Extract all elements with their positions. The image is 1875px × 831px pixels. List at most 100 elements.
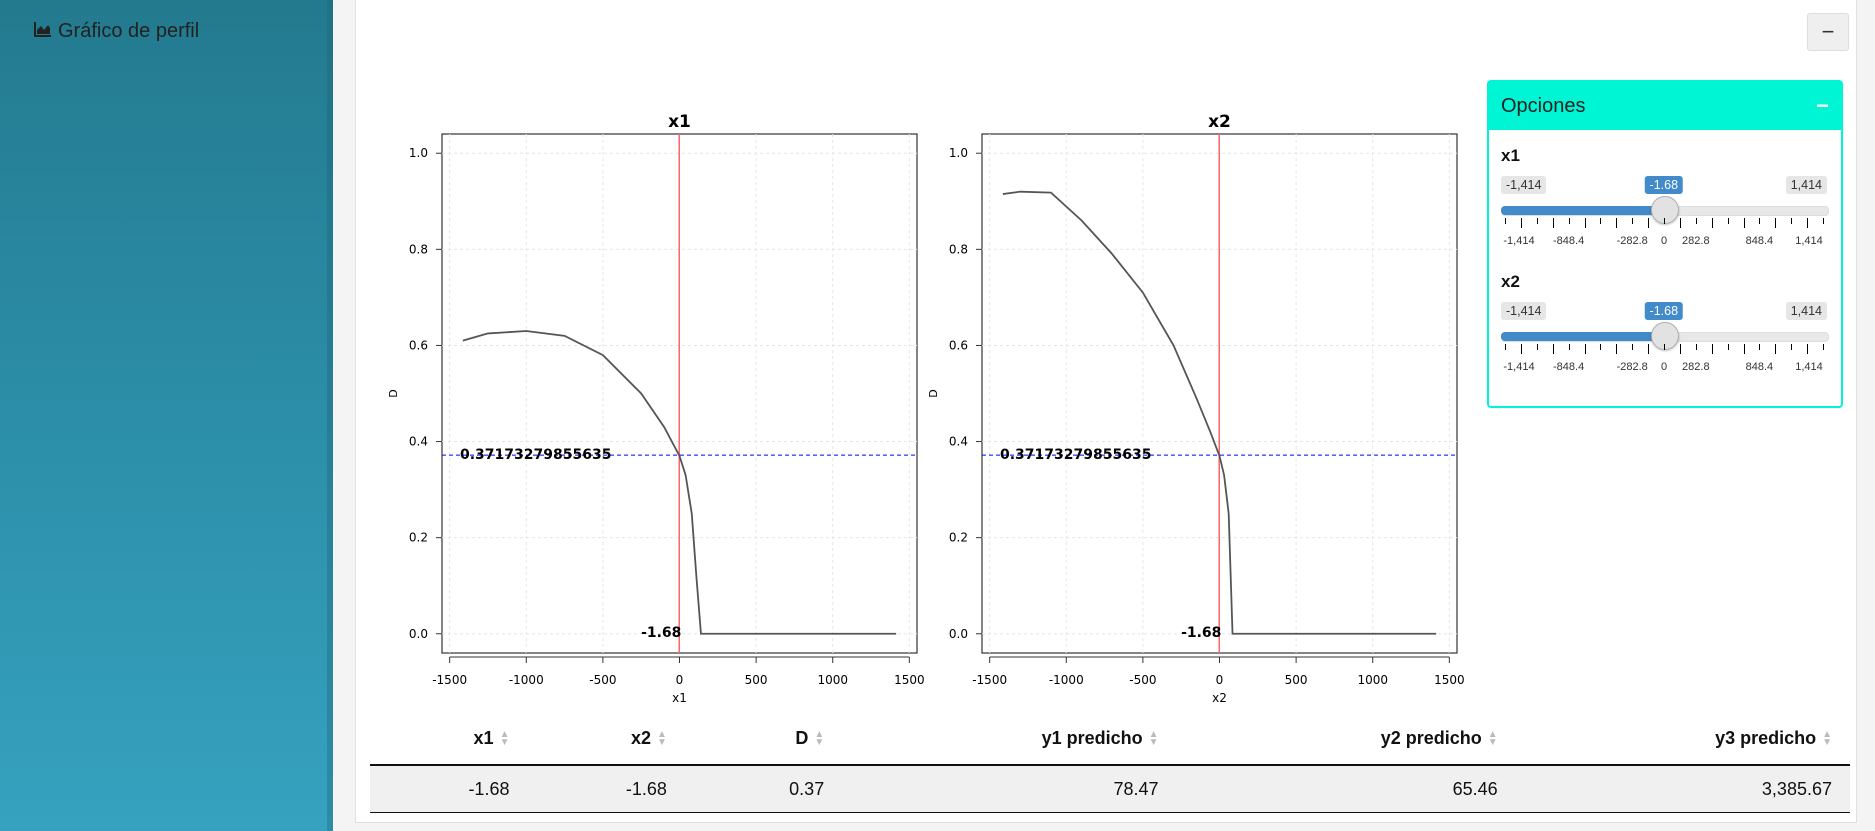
slider-minor-tick <box>1520 344 1522 354</box>
slider-current-x2: -1.68 <box>1644 302 1684 320</box>
slider-tick-label: -848.4 <box>1552 361 1585 373</box>
options-collapse-button[interactable]: − <box>1816 93 1829 118</box>
box-collapse-button[interactable]: − <box>1807 13 1849 51</box>
slider-tick-label: 1,414 <box>1795 235 1823 247</box>
slider-minor-tick <box>1616 218 1618 228</box>
y-tick-label: 0.6 <box>409 338 428 352</box>
slider-tick-label: -1,414 <box>1503 235 1535 247</box>
y-tick-label: 0.0 <box>409 627 428 641</box>
x-tick-label: -500 <box>589 673 616 687</box>
sidebar-edge <box>327 0 333 831</box>
col-header-d[interactable]: D ▲ ▼ <box>684 712 843 766</box>
sort-icon: ▲ ▼ <box>1822 728 1832 748</box>
options-title: Opciones <box>1501 94 1586 117</box>
slider-minor-tick <box>1759 218 1761 224</box>
slider-label-x1: x1 <box>1501 146 1520 165</box>
options-header: Opciones − <box>1489 82 1841 130</box>
slider-minor-tick <box>1743 344 1745 354</box>
x-tick-label: 1000 <box>1357 673 1388 687</box>
slider-minor-tick <box>1584 218 1586 228</box>
slider-ticks-x2: -1,414 -848.4 -282.8 0 282.8 848.4 1,414 <box>1501 344 1827 384</box>
cell-d: 0.37 <box>684 765 843 813</box>
slider-tick-label: 282.8 <box>1682 361 1710 373</box>
sort-icon: ▲ ▼ <box>657 728 667 748</box>
vline-label: -1.68 <box>641 625 681 641</box>
slider-minor-tick <box>1632 218 1634 224</box>
slider-tick-label: 282.8 <box>1682 235 1710 247</box>
slider-minor-tick <box>1648 344 1650 354</box>
slider-minor-tick <box>1791 344 1793 350</box>
slider-ticks-x1: -1,414 -848.4 -282.8 0 282.8 848.4 1,414 <box>1501 218 1827 258</box>
col-header-label: D <box>795 727 809 748</box>
area-chart-icon <box>34 20 52 43</box>
x-tick-label: 500 <box>745 673 768 687</box>
sort-icon: ▲ ▼ <box>814 728 825 748</box>
slider-minor-tick <box>1791 218 1793 224</box>
x-tick-label: -1500 <box>432 673 467 687</box>
y-tick-label: 0.6 <box>949 338 968 352</box>
cell-y2: 65.46 <box>1176 765 1516 813</box>
cell-x2: -1.68 <box>527 765 685 813</box>
x-tick-label: 0 <box>1216 673 1224 687</box>
slider-minor-tick <box>1600 218 1602 224</box>
slider-tick-label: 0 <box>1660 361 1668 373</box>
slider-minor-tick <box>1711 218 1713 228</box>
x-tick-label: 1500 <box>894 673 925 687</box>
y-tick-label: 0.4 <box>949 435 968 449</box>
slider-minor-tick <box>1616 344 1618 354</box>
x-tick-label: -1000 <box>1049 673 1084 687</box>
slider-tick-label: 1,414 <box>1795 361 1823 373</box>
slider-tick-label: 848.4 <box>1745 361 1774 373</box>
box-title: Gráfico de perfil <box>58 20 200 42</box>
y-tick-label: 0.0 <box>949 627 968 641</box>
x-tick-label: -1000 <box>509 673 544 687</box>
slider-minor-tick <box>1600 344 1602 350</box>
slider-current-x1: -1.68 <box>1644 176 1684 194</box>
slider-min-x2: -1,414 <box>1501 302 1547 320</box>
plot-title: x1 <box>668 112 691 132</box>
sidebar <box>0 0 333 831</box>
options-panel: Opciones − x1 -1,414 1,414 -1.68 -1,414 -… <box>1487 80 1843 408</box>
col-header-label: y2 predicho <box>1380 727 1482 748</box>
slider-label-x2: x2 <box>1501 272 1520 291</box>
col-header-x2[interactable]: x2 ▲ ▼ <box>527 712 685 766</box>
col-header-label: x1 <box>473 727 494 748</box>
slider-tick-label: -1,414 <box>1503 361 1535 373</box>
y-axis-label: D <box>387 389 400 397</box>
slider-max-x1: 1,414 <box>1785 176 1827 194</box>
col-header-x1[interactable]: x1 ▲ ▼ <box>370 712 528 766</box>
slider-minor-tick <box>1584 344 1586 354</box>
slider-fill-x2 <box>1501 332 1664 341</box>
box-header: Gráfico de perfil <box>34 20 199 43</box>
x-tick-label: 0 <box>676 673 684 687</box>
slider-minor-tick <box>1759 344 1761 350</box>
col-header-y2[interactable]: y2 predicho ▲ ▼ <box>1176 712 1516 766</box>
slider-minor-tick <box>1695 218 1697 224</box>
y-tick-label: 0.8 <box>949 242 968 256</box>
hline-label: 0.37173279855635 <box>460 447 611 463</box>
y-axis-label: D <box>927 389 940 397</box>
table-row: -1.68 -1.68 0.37 78.47 65.46 3,385.67 <box>370 765 1850 813</box>
profile-line <box>462 330 897 635</box>
slider-minor-tick <box>1775 218 1777 228</box>
slider-minor-tick <box>1568 344 1570 350</box>
hline-label: 0.37173279855635 <box>1000 447 1151 463</box>
col-header-label: x2 <box>631 727 652 748</box>
sort-icon: ▲ ▼ <box>499 728 510 748</box>
col-header-y3[interactable]: y3 predicho ▲ ▼ <box>1515 712 1850 766</box>
sort-icon: ▲ ▼ <box>1148 728 1159 748</box>
cell-y3: 3,385.67 <box>1515 765 1850 813</box>
slider-tick-label: -282.8 <box>1616 235 1648 247</box>
slider-minor-tick <box>1536 344 1538 350</box>
slider-minor-tick <box>1664 218 1665 224</box>
slider-minor-tick <box>1823 218 1824 224</box>
y-tick-label: 0.2 <box>409 531 428 545</box>
col-header-label: y3 predicho <box>1715 727 1817 748</box>
profile-plot-x1: x1 -1500 -1000 -500 0 500 1000 1500 0.0 0.2 0.4 0.6… <box>387 112 925 705</box>
slider-max-x2: 1,414 <box>1785 302 1827 320</box>
slider-tick-label: -282.8 <box>1616 361 1648 373</box>
x-axis-label: x1 <box>672 691 687 705</box>
col-header-y1[interactable]: y1 predicho ▲ ▼ <box>842 712 1177 766</box>
y-tick-label: 1.0 <box>949 146 968 160</box>
col-header-label: y1 predicho <box>1041 727 1143 748</box>
